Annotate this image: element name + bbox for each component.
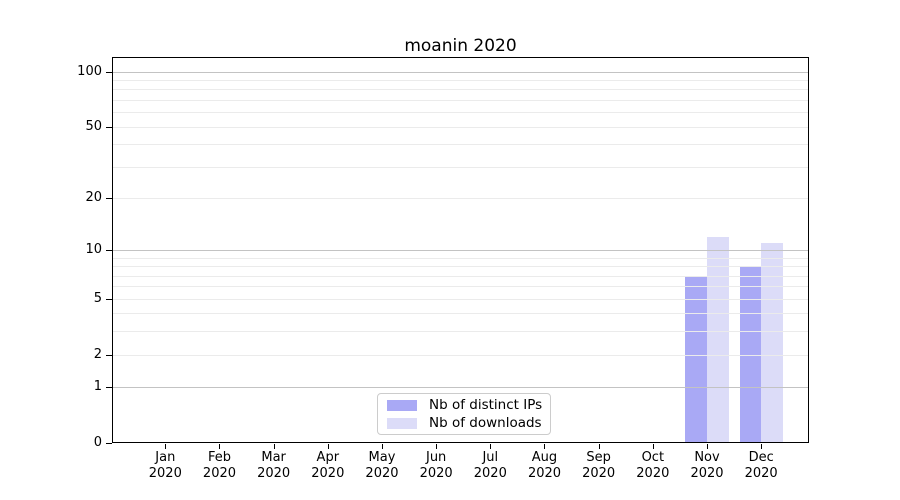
y-tick-label: 100: [77, 63, 102, 79]
x-tick-year: 2020: [202, 466, 237, 481]
x-tick-mark: [219, 444, 221, 449]
x-tick-label: Jan 2020: [137, 450, 193, 482]
y-tick-label: 10: [85, 242, 102, 257]
minor-gridline: [112, 313, 809, 315]
x-tick-year: 2020: [257, 466, 291, 481]
y-tick-mark: [106, 250, 112, 251]
x-tick-mark: [165, 444, 167, 449]
minor-gridline: [112, 266, 809, 268]
minor-gridline: [112, 89, 809, 91]
legend: Nb of distinct IPs Nb of downloads: [377, 393, 551, 435]
y-tick-label: 20: [85, 189, 102, 205]
x-tick-month: Sep: [586, 450, 611, 465]
x-tick-year: 2020: [636, 466, 670, 481]
x-tick-year: 2020: [690, 466, 724, 481]
x-tick-year: 2020: [148, 466, 182, 481]
bar-nov-downloads: [707, 236, 729, 443]
x-tick-month: May: [368, 450, 396, 465]
minor-gridline: [112, 298, 809, 300]
minor-gridline: [112, 354, 809, 356]
x-tick-mark: [761, 444, 763, 449]
legend-swatch: [387, 399, 417, 411]
minor-gridline: [112, 126, 809, 128]
x-tick-month: Oct: [641, 450, 665, 465]
x-tick-label: Sep 2020: [571, 450, 627, 482]
bar-dec-downloads: [761, 242, 783, 443]
legend-row: Nb of downloads: [378, 414, 550, 432]
minor-gridline: [112, 197, 809, 199]
minor-gridline: [112, 275, 809, 277]
minor-gridline: [112, 166, 809, 168]
x-tick-mark: [652, 444, 654, 449]
x-tick-month: Apr: [316, 450, 340, 465]
x-tick-label: Jun 2020: [408, 450, 464, 482]
major-gridline: [112, 250, 809, 251]
x-tick-month: Jun: [425, 450, 447, 465]
legend-label: Nb of distinct IPs: [429, 397, 543, 413]
x-tick-mark: [381, 444, 383, 449]
x-tick-label: Nov 2020: [679, 450, 735, 482]
y-tick-label: 1: [93, 379, 102, 395]
x-tick-mark: [490, 444, 492, 449]
x-tick-label: Aug 2020: [516, 450, 572, 482]
minor-gridline: [112, 286, 809, 288]
x-tick-label: Jul 2020: [462, 450, 518, 482]
x-tick-year: 2020: [311, 466, 345, 481]
x-tick-mark: [544, 444, 546, 449]
y-tick-mark: [106, 197, 112, 199]
x-tick-label: Apr 2020: [300, 450, 356, 482]
x-tick-mark: [707, 444, 708, 449]
legend-swatch: [387, 417, 417, 429]
minor-gridline: [112, 257, 809, 259]
x-tick-mark: [598, 444, 600, 449]
legend-row: Nb of distinct IPs: [378, 396, 550, 414]
minor-gridline: [112, 79, 809, 81]
plot-area: [112, 57, 809, 443]
minor-gridline: [112, 144, 809, 146]
x-tick-mark: [327, 444, 329, 449]
minor-gridline: [112, 331, 809, 333]
x-tick-month: Dec: [748, 450, 774, 465]
x-tick-label: May 2020: [354, 450, 410, 482]
x-tick-year: 2020: [582, 466, 616, 481]
y-tick-label: 0: [93, 435, 102, 450]
x-tick-year: 2020: [527, 466, 562, 481]
x-tick-year: 2020: [365, 466, 399, 481]
chart-title: moanin 2020: [404, 36, 517, 56]
y-tick-mark: [106, 443, 112, 444]
y-tick-mark: [106, 298, 112, 300]
x-tick-mark: [273, 444, 275, 449]
major-gridline: [112, 387, 809, 389]
minor-gridline: [112, 112, 809, 114]
y-tick-label: 50: [85, 118, 102, 134]
x-tick-year: 2020: [744, 466, 778, 481]
minor-gridline: [112, 99, 809, 101]
x-tick-month: Mar: [261, 450, 286, 465]
x-tick-month: Jul: [482, 450, 499, 465]
x-tick-label: Mar 2020: [246, 450, 302, 482]
x-tick-label: Feb 2020: [191, 450, 247, 482]
y-tick-mark: [106, 71, 112, 73]
y-tick-mark: [106, 387, 112, 389]
x-tick-label: Oct 2020: [625, 450, 681, 482]
x-tick-year: 2020: [419, 466, 453, 481]
x-tick-month: Aug: [531, 450, 558, 465]
x-tick-month: Nov: [694, 450, 720, 465]
x-tick-month: Feb: [207, 450, 231, 465]
x-tick-label: Dec 2020: [733, 450, 789, 482]
bar-nov-distinct-ips: [685, 275, 707, 443]
x-tick-mark: [436, 444, 438, 449]
y-tick-mark: [106, 354, 112, 356]
y-tick-label: 2: [93, 346, 102, 362]
x-tick-month: Jan: [155, 450, 176, 465]
x-tick-year: 2020: [473, 466, 507, 481]
y-tick-mark: [106, 126, 112, 128]
y-tick-label: 5: [93, 290, 102, 306]
major-gridline: [112, 71, 809, 73]
legend-label: Nb of downloads: [429, 415, 542, 431]
